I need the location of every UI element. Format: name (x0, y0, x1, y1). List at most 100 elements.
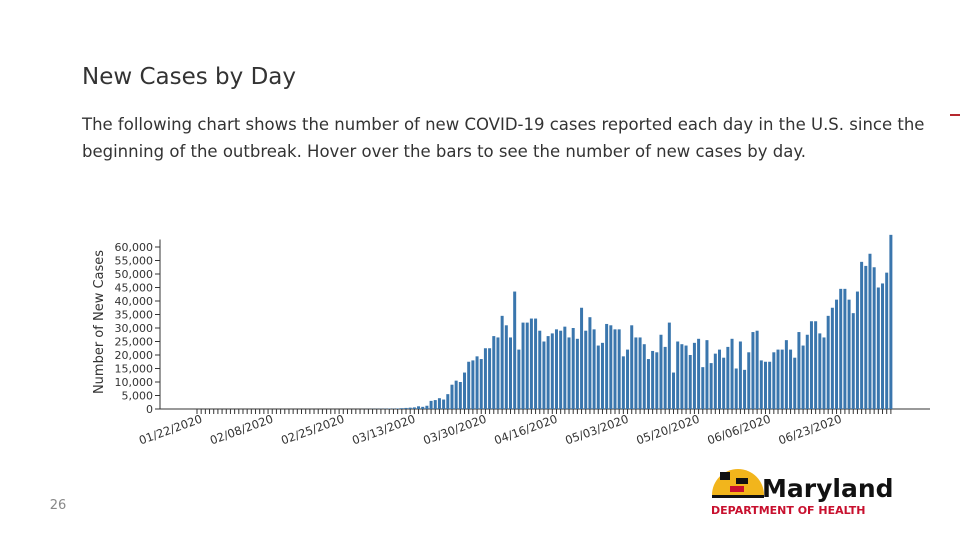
y-tick-label: 20,000 (115, 349, 154, 362)
y-tick-label: 5,000 (122, 390, 154, 403)
bar (429, 400, 433, 409)
bar (425, 405, 429, 409)
y-tick-label: 60,000 (115, 241, 154, 254)
bar (747, 352, 751, 409)
y-axis-title: Number of New Cases (92, 250, 107, 394)
logo-name: Maryland (762, 474, 894, 503)
bar (592, 329, 596, 409)
bar (554, 329, 558, 409)
y-tick-label: 35,000 (115, 309, 154, 322)
bar (521, 322, 525, 409)
slide-title: New Cases by Day (82, 64, 296, 90)
bar (776, 349, 780, 409)
logo-department: DEPARTMENT OF HEALTH (711, 504, 866, 517)
bar (626, 349, 630, 409)
bar (446, 394, 450, 409)
bar (613, 329, 617, 409)
bar (584, 330, 588, 409)
bar (458, 382, 462, 409)
x-tick-label: 02/25/2020 (279, 412, 346, 448)
accent-line (950, 114, 960, 116)
bar (672, 372, 676, 409)
bar (722, 357, 726, 409)
bar (513, 291, 517, 409)
bar (755, 330, 759, 409)
bar (784, 340, 788, 409)
bar (596, 345, 600, 409)
bar (609, 325, 613, 409)
bar (651, 350, 655, 409)
y-tick-label: 40,000 (115, 295, 154, 308)
bar (509, 337, 512, 409)
bar (550, 333, 554, 409)
bar (855, 291, 859, 409)
bar (663, 346, 667, 409)
bar (634, 337, 638, 409)
bar (492, 336, 496, 409)
bar (483, 348, 487, 409)
bar (442, 399, 446, 409)
bar (655, 352, 659, 409)
bar (826, 315, 830, 409)
bar (730, 338, 734, 409)
bar (412, 407, 416, 409)
y-tick-label: 30,000 (115, 322, 154, 335)
bar (630, 325, 634, 409)
y-tick-label: 10,000 (115, 376, 154, 389)
bar (763, 361, 767, 409)
bar (646, 359, 650, 409)
bar (797, 332, 801, 409)
bar (450, 384, 454, 409)
bar (463, 372, 467, 409)
y-tick-label: 25,000 (115, 336, 154, 349)
bar (726, 346, 730, 409)
bar (759, 360, 763, 409)
bar (705, 340, 709, 409)
bar (881, 283, 885, 409)
x-tick-label: 06/23/2020 (776, 412, 843, 448)
bar (889, 234, 893, 409)
bar (559, 330, 563, 409)
bar (617, 329, 621, 409)
bar (563, 326, 567, 409)
x-tick-label: 03/30/2020 (421, 412, 488, 448)
bar (814, 321, 818, 409)
bar (471, 360, 475, 409)
bar (793, 357, 797, 409)
bar (876, 287, 880, 409)
logo-flag-band (712, 495, 764, 498)
y-tick-label: 15,000 (115, 363, 154, 376)
x-tick-label: 02/08/2020 (208, 412, 275, 448)
bar (525, 322, 529, 409)
bar (534, 318, 538, 409)
bar (467, 361, 471, 409)
bar (571, 328, 575, 409)
bar (843, 288, 847, 409)
bar (860, 261, 864, 409)
bar (709, 363, 713, 409)
bar (680, 344, 684, 409)
bar (801, 345, 805, 409)
bar (692, 342, 696, 409)
x-tick-label: 05/03/2020 (563, 412, 630, 448)
x-tick-label: 05/20/2020 (634, 412, 701, 448)
bar (588, 317, 592, 409)
bar (567, 337, 571, 409)
bar (542, 341, 546, 409)
bar (743, 369, 747, 409)
bar (713, 353, 717, 409)
bar (768, 361, 772, 409)
bar (868, 253, 872, 409)
y-tick-label: 50,000 (115, 268, 154, 281)
bar (780, 349, 784, 409)
bar (396, 408, 400, 409)
bar (751, 332, 755, 409)
bar (772, 352, 776, 409)
bar (400, 408, 404, 409)
bar (872, 267, 876, 409)
x-tick-label: 06/06/2020 (705, 412, 772, 448)
bar (404, 407, 408, 409)
bar (805, 334, 809, 409)
bar (718, 349, 721, 409)
